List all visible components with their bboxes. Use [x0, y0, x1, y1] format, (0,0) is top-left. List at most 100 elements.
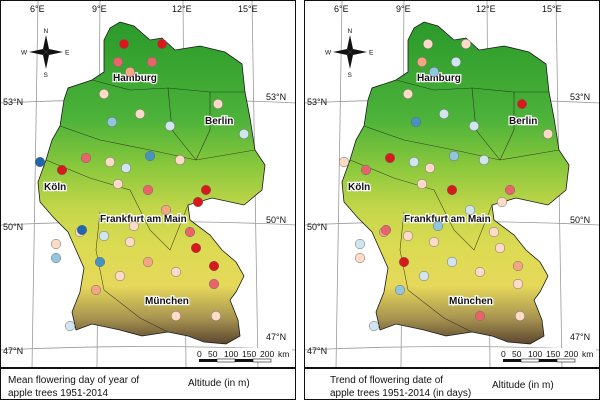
compass-arrow	[350, 49, 367, 55]
lat-label: 53°N	[570, 92, 590, 102]
station-point	[238, 128, 250, 140]
city-label: München	[449, 296, 493, 307]
station-point	[450, 56, 462, 68]
scale-tick: 100	[224, 349, 238, 359]
lat-label: 47°N	[3, 346, 23, 356]
station-point	[200, 184, 212, 196]
lat-label: 53°N	[307, 97, 327, 107]
station-point	[488, 226, 500, 238]
compass-w: W	[21, 50, 28, 57]
map-panel-mean: Hamburg Berlin Köln Frankfurt am Main Mü…	[0, 0, 296, 400]
station-point	[428, 66, 440, 78]
lat-label: 50°N	[307, 222, 327, 232]
city-labels: Hamburg Berlin Köln Frankfurt am Main Mü…	[43, 72, 235, 308]
germany-terrain	[37, 21, 266, 345]
station-point	[90, 284, 102, 296]
station-point	[394, 284, 406, 296]
station-point	[120, 162, 132, 174]
coordinate-labels: 6°E 9°E 12°E 15°E 53°N 50°N 47°N 53°N 50…	[3, 4, 286, 356]
compass-e: E	[369, 50, 374, 57]
legend-title: Trend of flowering date of	[330, 375, 443, 386]
compass-s: S	[348, 72, 353, 79]
city-labels: Hamburg Berlin Köln Frankfurt am Main Mü…	[347, 72, 539, 308]
legend-altitude-label: Altitude (in m)	[492, 380, 554, 391]
station-point	[142, 256, 154, 268]
lon-label: 12°E	[172, 4, 192, 14]
legend-frame	[0, 368, 296, 400]
germany-terrain	[341, 21, 570, 345]
scale-tick: 200	[260, 349, 274, 359]
station-point	[64, 320, 76, 332]
station-point	[446, 184, 458, 196]
station-point	[212, 98, 224, 110]
station-point	[516, 98, 528, 110]
station-point	[104, 156, 116, 168]
station-point	[134, 108, 146, 120]
legend-frame	[304, 368, 600, 400]
compass-arrow	[43, 52, 49, 69]
lat-label: 47°N	[266, 332, 286, 342]
city-label: München	[145, 296, 189, 307]
station-point	[56, 164, 68, 176]
legend-title: apple trees 1951-2014 (in days)	[330, 388, 471, 399]
compass-e: E	[65, 50, 70, 57]
lat-label: 50°N	[266, 215, 286, 225]
station-point	[424, 162, 436, 174]
station-point	[184, 226, 196, 238]
lon-label: 15°E	[542, 4, 562, 14]
station-point	[80, 152, 92, 164]
station-point	[474, 266, 486, 278]
station-point	[142, 184, 154, 196]
station-point	[428, 236, 440, 248]
station-point	[210, 310, 222, 322]
city-label: Hamburg	[417, 73, 461, 84]
lat-label: 53°N	[266, 92, 286, 102]
station-point	[34, 156, 46, 168]
lon-label: 12°E	[476, 4, 496, 14]
compass-arrow	[46, 49, 63, 55]
station-point	[354, 238, 366, 250]
station-point	[416, 178, 428, 190]
legend-altitude-label: Altitude (in m)	[188, 378, 250, 389]
legend-title: apple trees 1951-2014	[8, 388, 109, 399]
compass-rose: N S W E	[21, 28, 70, 79]
coordinate-labels: 6°E 9°E 12°E 15°E 53°N 50°N 47°N 53°N 50…	[307, 4, 590, 356]
scale-tick: 100	[528, 349, 542, 359]
scale-unit: km	[582, 349, 593, 359]
station-point	[124, 66, 136, 78]
compass-arrow	[43, 35, 49, 52]
station-point	[464, 204, 476, 216]
lat-label: 47°N	[307, 346, 327, 356]
map-frame	[0, 0, 296, 368]
station-point	[494, 242, 506, 254]
compass-arrow	[347, 35, 353, 52]
station-point	[208, 260, 220, 272]
lat-label: 50°N	[570, 215, 590, 225]
station-point	[432, 220, 444, 232]
station-point	[50, 252, 62, 264]
station-point	[410, 116, 422, 128]
compass-arrow	[29, 49, 46, 55]
station-point	[160, 204, 172, 216]
legend-title: Mean flowering day of year of	[8, 375, 139, 386]
station-point	[504, 184, 516, 196]
station-point	[512, 278, 524, 290]
compass-w: W	[325, 50, 332, 57]
compass-arrow	[333, 49, 350, 55]
station-point	[478, 154, 490, 166]
station-point	[112, 56, 124, 68]
station-point	[368, 320, 380, 332]
station-point	[192, 196, 204, 208]
station-point	[360, 164, 372, 176]
station-point	[468, 120, 480, 132]
lon-label: 9°E	[92, 4, 107, 14]
compass-n: N	[348, 28, 353, 35]
scale-bar: 0 50 100 150 200 km	[196, 348, 292, 363]
lon-label: 6°E	[30, 4, 45, 14]
scale-tick: 150	[546, 349, 560, 359]
station-point	[128, 220, 140, 232]
station-point	[94, 256, 106, 268]
station-point	[208, 278, 220, 290]
station-point	[98, 230, 110, 242]
